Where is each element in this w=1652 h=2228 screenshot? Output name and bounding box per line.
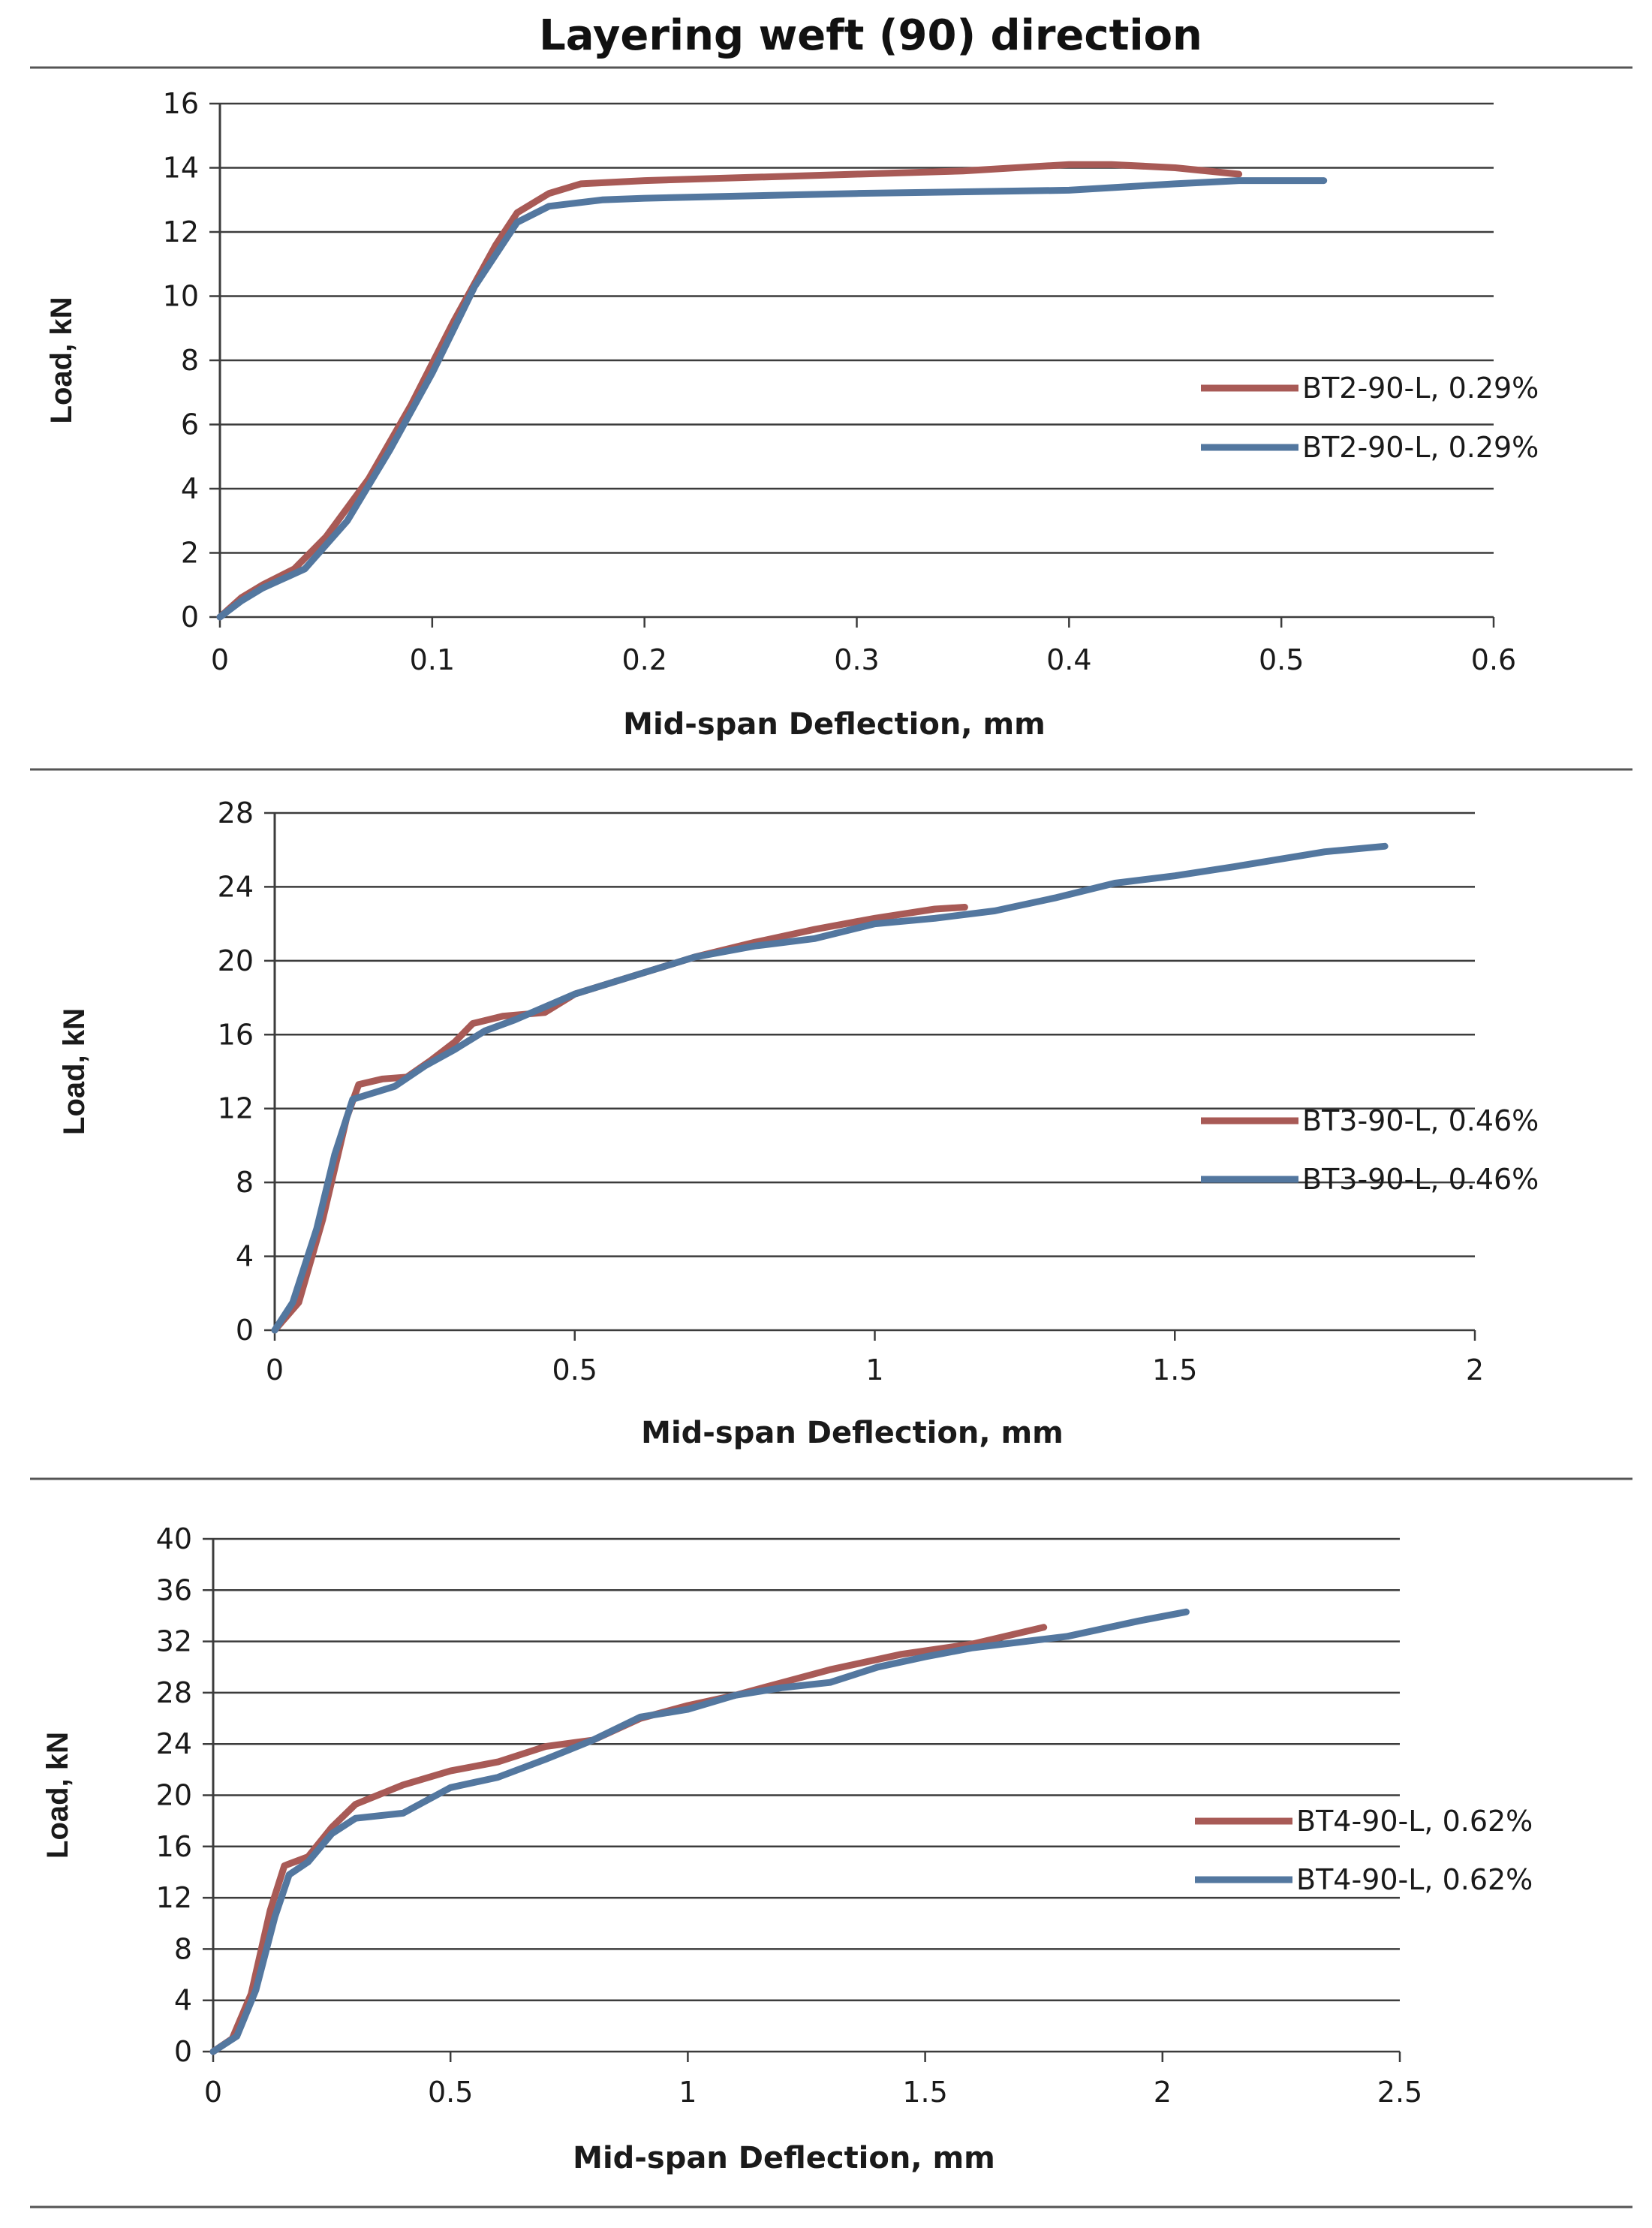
x-tick-label: 0.5 [428,2076,473,2109]
x-tick-label: 2.5 [1377,2076,1422,2109]
x-axis-label: Mid-span Deflection, mm [623,707,1046,742]
chart-panel-2: 0 4 8 12 16 20 24 28 0 0.5 1 1.5 2 Mid-span Deflectio… [58,796,1539,1450]
y-tick-label: 28 [218,796,254,829]
y-tick-label: 12 [163,215,199,248]
y-tick-label: 4 [181,472,199,505]
y-tick-label: 24 [218,870,254,903]
y-tick-label: 14 [163,152,199,185]
y-tick-label: 10 [163,280,199,313]
y-tick-label: 6 [181,408,199,441]
y-tick-label: 0 [236,1314,254,1347]
x-tick-label: 0 [204,2076,222,2109]
y-tick-label: 4 [236,1240,254,1273]
series-line-1 [209,1624,1048,2055]
legend-label: BT2-90-L, 0.29% [1302,372,1539,405]
y-tick-label: 16 [163,87,199,120]
x-tick-label: 0.2 [621,643,667,676]
y-tick-label: 40 [156,1522,192,1555]
x-tick-label: 2 [1466,1353,1484,1386]
y-tick-label: 20 [156,1779,192,1812]
legend-label: BT3-90-L, 0.46% [1302,1163,1539,1196]
figure-title: Layering weft (90) direction [539,11,1202,60]
y-axis-label: Load, kN [41,1732,74,1859]
x-axis-label: Mid-span Deflection, mm [573,2141,995,2175]
y-axis-label: Load, kN [58,1008,91,1135]
y-tick-label: 36 [156,1573,192,1606]
y-axis-label: Load, kN [45,297,78,424]
y-tick-label: 24 [156,1727,192,1760]
y-tick-label: 0 [181,601,199,634]
y-tick-label: 12 [218,1092,254,1125]
legend-label: BT2-90-L, 0.29% [1302,431,1539,464]
y-tick-label: 0 [174,2035,192,2068]
series-line-2 [271,842,1389,1334]
x-tick-label: 1 [865,1353,883,1386]
y-tick-label: 16 [218,1018,254,1051]
chart-panel-1: 0 2 4 6 8 10 12 14 16 0 0.1 0.2 0.3 0.4 0.5 0.6 Mid-span… [45,87,1539,742]
y-tick-label: 4 [174,1984,192,2017]
x-tick-label: 0.5 [1259,643,1304,676]
y-tick-label: 8 [174,1932,192,1965]
y-tick-label: 28 [156,1676,192,1709]
x-tick-label: 0.4 [1046,643,1091,676]
x-tick-label: 2 [1154,2076,1172,2109]
x-tick-label: 0 [211,643,229,676]
y-tick-label: 2 [181,537,199,570]
y-tick-label: 20 [218,944,254,977]
x-tick-label: 0.6 [1471,643,1516,676]
x-tick-label: 1.5 [1152,1353,1197,1386]
series-line-2 [209,1608,1190,2055]
series-line-2 [216,177,1328,621]
y-tick-label: 16 [156,1830,192,1863]
legend-label: BT4-90-L, 0.62% [1296,1863,1533,1896]
chart-panel-3: 0 4 8 12 16 20 24 28 32 36 40 0 0.5 1 1.5 2 2.5 Mid-span … [41,1522,1533,2175]
x-tick-label: 1.5 [902,2076,947,2109]
x-tick-label: 0.3 [834,643,879,676]
y-tick-label: 8 [236,1166,254,1199]
x-axis-label: Mid-span Deflection, mm [641,1416,1064,1450]
series-line-1 [271,904,968,1334]
y-tick-label: 32 [156,1625,192,1658]
x-tick-label: 0.5 [552,1353,597,1386]
x-tick-label: 0.1 [410,643,455,676]
x-tick-label: 1 [679,2076,697,2109]
x-tick-label: 0 [266,1353,284,1386]
y-tick-label: 8 [181,344,199,377]
legend-label: BT4-90-L, 0.62% [1296,1805,1533,1838]
y-tick-label: 12 [156,1881,192,1914]
series-line-1 [216,161,1243,621]
legend-label: BT3-90-L, 0.46% [1302,1104,1539,1137]
